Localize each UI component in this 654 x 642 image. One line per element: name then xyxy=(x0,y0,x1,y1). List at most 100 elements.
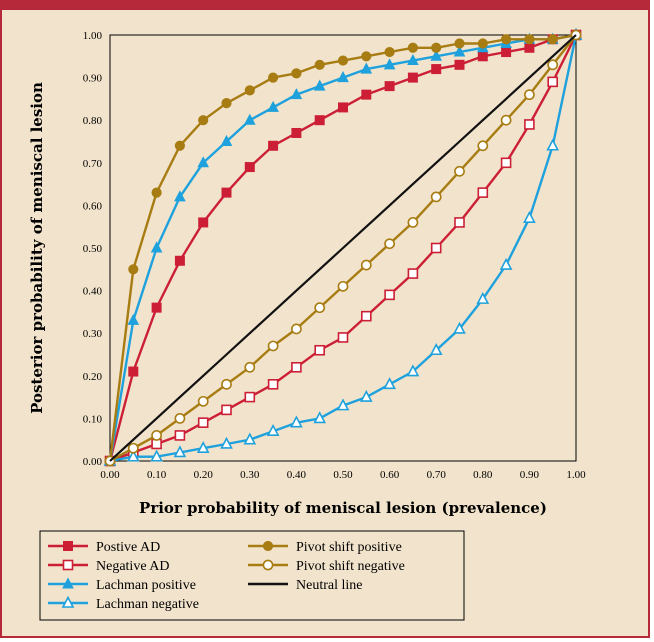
data-point xyxy=(431,64,442,75)
data-point xyxy=(243,113,256,125)
series-pivot-shift-negative xyxy=(104,29,582,467)
data-point xyxy=(220,134,233,146)
data-point xyxy=(126,449,140,462)
x-tick-label: 0.90 xyxy=(520,469,540,481)
data-point xyxy=(383,377,396,390)
data-point xyxy=(501,47,512,58)
data-point xyxy=(221,404,232,416)
x-tick-label: 0.60 xyxy=(380,469,400,481)
series-postive-ad xyxy=(105,30,581,466)
data-point xyxy=(384,46,395,58)
data-point xyxy=(523,210,536,223)
x-tick-label: 0.30 xyxy=(240,469,260,481)
data-point xyxy=(384,238,395,250)
legend-label: Pivot shift positive xyxy=(296,540,402,555)
data-point xyxy=(150,449,163,462)
legend-item-pivot-shift-positive: Pivot shift positive xyxy=(248,540,402,555)
data-point xyxy=(221,378,232,390)
data-point xyxy=(244,85,255,96)
data-point xyxy=(501,34,512,45)
data-point xyxy=(499,257,513,270)
data-point xyxy=(337,332,349,343)
x-tick-labels: 0.00 0.10 0.20 0.30 0.40 0.50 0.60 0.70 0.80 0.90… xyxy=(100,469,586,481)
legend-swatch-marker xyxy=(62,559,74,571)
data-point xyxy=(291,68,302,79)
data-point xyxy=(384,289,395,301)
data-point xyxy=(314,115,325,126)
data-point xyxy=(430,242,442,254)
data-point xyxy=(221,187,232,198)
x-tick-label: 0.70 xyxy=(427,469,447,481)
data-point xyxy=(221,98,232,109)
data-point xyxy=(547,76,559,88)
data-point xyxy=(267,340,279,352)
legend-item-pivot-shift-negative: Pivot shift negative xyxy=(248,559,405,574)
y-tick-label: 0.10 xyxy=(83,413,103,425)
data-point xyxy=(290,415,303,428)
data-point xyxy=(244,391,256,403)
data-point xyxy=(524,89,535,101)
x-tick-label: 0.20 xyxy=(194,469,214,481)
data-point xyxy=(407,268,419,279)
data-point xyxy=(244,162,255,173)
y-tick-label: 0.50 xyxy=(83,243,103,255)
data-point xyxy=(453,321,466,334)
data-point xyxy=(429,343,443,356)
y-tick-label: 1.00 xyxy=(83,30,103,42)
y-tick-label: 0.30 xyxy=(83,328,103,340)
legend-swatch-marker xyxy=(62,577,74,589)
y-axis-title: Posterior probability of meniscal lesion xyxy=(28,82,46,414)
data-point xyxy=(384,81,395,92)
y-tick-label: 0.70 xyxy=(83,158,103,170)
data-point xyxy=(361,89,372,100)
data-point xyxy=(268,140,279,151)
data-point xyxy=(407,72,418,83)
data-point xyxy=(337,71,349,83)
x-tick-label: 0.80 xyxy=(473,469,493,481)
data-point xyxy=(406,364,420,377)
y-tick-labels: 0.00 0.10 0.20 0.30 0.40 0.50 0.60 0.70 0.80 0.90… xyxy=(83,30,103,468)
data-point xyxy=(338,102,348,113)
legend-item-lachman-positive: Lachman positive xyxy=(48,577,196,593)
y-tick-label: 0.40 xyxy=(83,286,103,298)
data-point xyxy=(151,302,162,313)
data-point xyxy=(454,38,465,49)
data-point xyxy=(477,187,489,198)
data-point xyxy=(361,51,372,62)
data-point xyxy=(291,127,302,138)
data-point xyxy=(477,140,489,152)
data-point xyxy=(127,442,139,454)
data-point xyxy=(407,53,419,66)
data-point xyxy=(360,259,372,271)
data-point xyxy=(290,323,302,335)
data-point xyxy=(407,42,418,53)
data-point xyxy=(547,59,559,71)
y-tick-label: 0.00 xyxy=(83,456,103,468)
data-point xyxy=(220,436,233,449)
data-point xyxy=(546,138,560,151)
y-tick-label: 0.20 xyxy=(83,371,103,383)
data-point xyxy=(360,62,373,74)
x-tick-label: 1.00 xyxy=(566,469,586,481)
data-point xyxy=(313,79,326,91)
data-point xyxy=(477,51,488,62)
y-tick-label: 0.60 xyxy=(83,200,103,212)
legend-label: Postive AD xyxy=(96,540,160,555)
data-point xyxy=(430,191,442,203)
data-point xyxy=(476,291,490,304)
legend-label: Negative AD xyxy=(96,559,169,574)
series-neutral-line xyxy=(109,34,577,462)
legend-swatch-marker xyxy=(262,540,274,552)
data-point xyxy=(314,59,325,70)
legend-item-postive-ad: Postive AD xyxy=(48,540,160,555)
data-point xyxy=(431,42,442,53)
legend-item-negative-ad: Negative AD xyxy=(48,559,169,574)
data-point xyxy=(454,165,465,177)
data-point xyxy=(174,190,186,202)
legend-swatch-marker xyxy=(262,559,274,571)
data-point xyxy=(291,361,302,373)
data-point xyxy=(407,217,419,228)
data-point xyxy=(266,423,280,436)
y-tick-label: 0.80 xyxy=(83,115,103,127)
